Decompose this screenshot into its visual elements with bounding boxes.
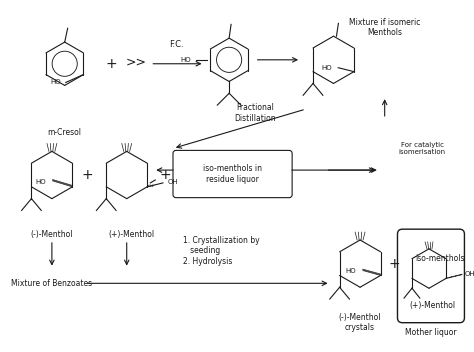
Text: 1. Crystallization by
   seeding
2. Hydrolysis: 1. Crystallization by seeding 2. Hydroly… bbox=[183, 236, 259, 266]
Text: HO: HO bbox=[181, 57, 191, 63]
Text: (-)-Menthol
crystals: (-)-Menthol crystals bbox=[339, 313, 381, 332]
Text: +: + bbox=[159, 168, 171, 182]
Text: HO: HO bbox=[321, 65, 332, 71]
Text: Fractional
Distillation: Fractional Distillation bbox=[234, 103, 275, 123]
Text: +: + bbox=[389, 257, 401, 271]
Text: For catalytic
isomerisation: For catalytic isomerisation bbox=[399, 142, 446, 155]
Text: Mixture if isomeric
Menthols: Mixture if isomeric Menthols bbox=[349, 18, 420, 37]
FancyBboxPatch shape bbox=[173, 150, 292, 198]
Text: HO: HO bbox=[36, 179, 46, 185]
Text: >>: >> bbox=[126, 55, 147, 68]
Text: iso-menthols in
residue liquor: iso-menthols in residue liquor bbox=[203, 164, 262, 184]
Text: +: + bbox=[105, 57, 117, 71]
Text: (+)-Menthol: (+)-Menthol bbox=[109, 230, 155, 239]
Text: iso-menthols: iso-menthols bbox=[415, 254, 465, 263]
Text: Mixture of Benzoates: Mixture of Benzoates bbox=[11, 279, 92, 288]
FancyBboxPatch shape bbox=[398, 229, 465, 323]
Text: HO: HO bbox=[346, 268, 356, 274]
Text: OH: OH bbox=[465, 271, 474, 277]
Text: Mother liquor: Mother liquor bbox=[405, 328, 457, 337]
Text: +: + bbox=[82, 168, 93, 182]
Text: (-)-Menthol: (-)-Menthol bbox=[31, 230, 73, 239]
Text: F.C.: F.C. bbox=[169, 39, 183, 49]
Text: m-Cresol: m-Cresol bbox=[48, 128, 82, 137]
Text: (+)-Menthol: (+)-Menthol bbox=[410, 301, 456, 310]
Text: OH: OH bbox=[167, 179, 178, 185]
Text: HO: HO bbox=[51, 80, 61, 86]
